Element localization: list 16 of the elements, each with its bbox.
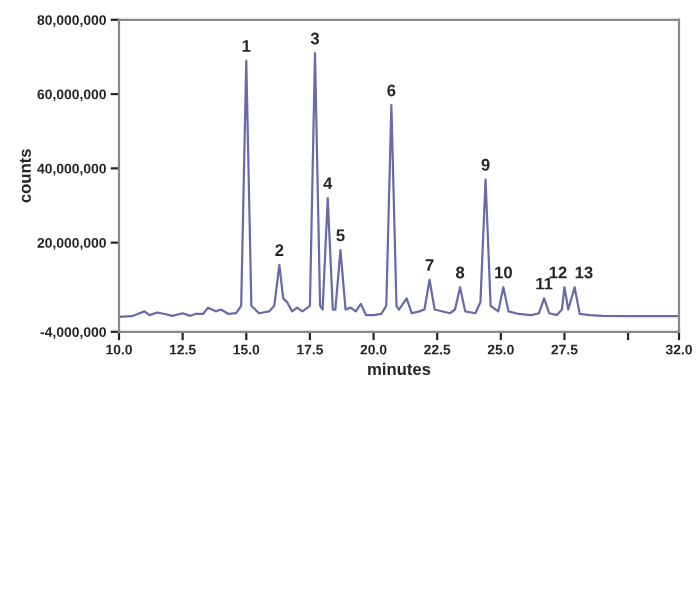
annotation: 9 [481, 158, 490, 171]
annotation: 5 [336, 229, 345, 242]
annotation: 4 [323, 177, 333, 190]
annotation: 8 [455, 266, 465, 279]
annotation: 3 [310, 32, 320, 45]
annotation: 12 [549, 266, 567, 279]
y-axis-title: counts [19, 149, 31, 203]
annotation: 2 [275, 244, 284, 256]
line-series [119, 52, 679, 319]
annotation: 7 [425, 259, 434, 271]
annotation: 6 [387, 84, 396, 97]
annotation: 1 [242, 40, 251, 52]
annotation: 11 [536, 277, 553, 290]
annotation: 10 [495, 266, 512, 279]
x-axis-title: minutes [368, 362, 431, 376]
annotation: 13 [575, 266, 593, 279]
